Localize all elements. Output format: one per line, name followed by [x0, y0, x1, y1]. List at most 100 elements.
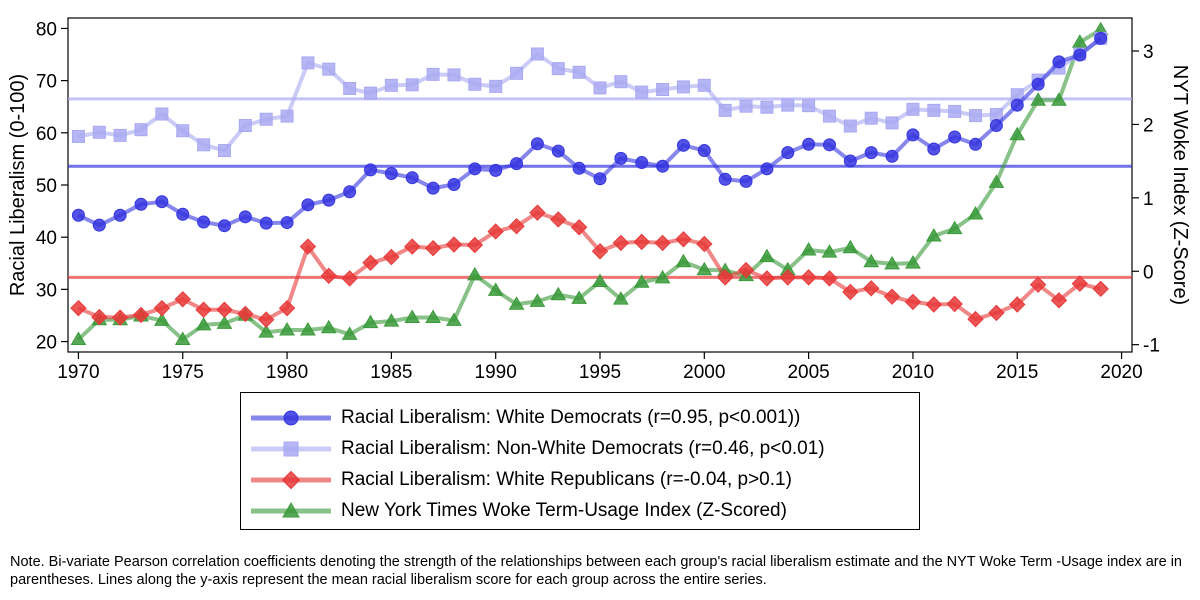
- data-point-2: [758, 270, 776, 287]
- data-point-3: [967, 206, 984, 220]
- data-point-1: [468, 77, 482, 91]
- data-point-2: [737, 261, 755, 279]
- y-tick-label: 50: [36, 176, 57, 197]
- x-tick-label: 1990: [475, 362, 517, 383]
- data-point-1: [530, 47, 544, 61]
- data-point-3: [404, 309, 421, 323]
- legend-swatch-marker: [283, 441, 299, 457]
- data-point-1: [155, 107, 169, 121]
- data-point-2: [195, 301, 212, 318]
- data-point-2: [696, 235, 713, 253]
- data-point-2: [508, 218, 525, 235]
- y-tick-label: 60: [36, 124, 57, 145]
- legend-swatch-nyt-woke-index: [251, 501, 331, 518]
- data-point-2: [612, 234, 630, 252]
- data-point-2: [1071, 275, 1089, 292]
- data-point-0: [468, 162, 482, 176]
- data-point-0: [238, 210, 252, 224]
- data-point-0: [259, 216, 273, 230]
- x-tick-label: 1975: [162, 362, 204, 383]
- data-point-3: [1009, 126, 1026, 141]
- data-point-0: [489, 163, 503, 177]
- data-point-2: [842, 283, 859, 301]
- data-point-1: [906, 102, 920, 116]
- data-point-1: [760, 100, 774, 114]
- data-point-2: [362, 254, 379, 271]
- y2-axis-label: NYT Woke Index (Z-Score): [1169, 65, 1191, 305]
- data-point-2: [153, 299, 171, 317]
- data-point-3: [759, 248, 775, 263]
- data-point-2: [91, 308, 108, 326]
- data-point-0: [676, 138, 690, 152]
- data-point-1: [280, 109, 294, 123]
- data-point-0: [510, 157, 524, 171]
- data-point-3: [1051, 92, 1067, 106]
- data-point-2: [550, 211, 567, 228]
- data-point-2: [278, 299, 296, 317]
- data-point-0: [718, 172, 732, 186]
- data-point-3: [925, 228, 942, 242]
- data-point-0: [71, 208, 85, 222]
- data-point-1: [969, 109, 983, 123]
- data-point-3: [612, 291, 629, 305]
- data-point-0: [92, 218, 106, 232]
- data-point-1: [301, 56, 315, 70]
- y2-tick-label: 0: [1143, 262, 1154, 283]
- data-point-3: [800, 241, 817, 256]
- data-point-2: [1029, 276, 1047, 293]
- data-point-0: [948, 130, 962, 144]
- data-point-1: [781, 98, 795, 112]
- data-point-0: [802, 137, 816, 151]
- y-tick-label: 20: [36, 333, 57, 354]
- footnote: Note. Bi-variate Pearson correlation coe…: [10, 554, 1182, 588]
- data-point-0: [1010, 98, 1024, 112]
- data-point-0: [843, 154, 857, 168]
- data-point-2: [591, 243, 609, 260]
- data-point-2: [904, 293, 922, 311]
- data-point-0: [405, 171, 419, 185]
- data-point-1: [510, 66, 524, 80]
- data-point-0: [447, 177, 461, 191]
- data-point-0: [176, 207, 190, 221]
- data-point-3: [216, 315, 233, 329]
- data-point-3: [529, 293, 546, 307]
- data-point-0: [989, 119, 1003, 133]
- x-tick-label: 2005: [787, 362, 829, 383]
- series-line-1: [78, 36, 1102, 153]
- data-point-0: [155, 195, 169, 209]
- data-point-0: [384, 167, 398, 181]
- data-point-3: [508, 296, 525, 310]
- data-point-2: [132, 306, 150, 324]
- data-point-2: [341, 270, 358, 287]
- data-point-2: [967, 310, 984, 328]
- data-point-2: [883, 288, 901, 305]
- data-point-3: [341, 326, 358, 340]
- data-point-1: [426, 67, 440, 81]
- data-point-0: [217, 219, 231, 233]
- x-tick-label: 1985: [370, 362, 412, 383]
- data-point-0: [906, 128, 920, 142]
- data-point-1: [134, 123, 148, 137]
- data-point-2: [237, 305, 254, 323]
- data-point-0: [572, 161, 586, 175]
- data-point-1: [593, 81, 607, 95]
- y2-tick-label: 3: [1143, 42, 1154, 63]
- data-point-3: [571, 290, 588, 304]
- x-tick-label: 2015: [996, 362, 1038, 383]
- data-point-2: [633, 233, 650, 251]
- data-point-0: [864, 146, 878, 160]
- data-point-3: [466, 266, 483, 281]
- x-tick-label: 1980: [266, 362, 308, 383]
- data-point-2: [404, 238, 421, 255]
- data-point-1: [635, 85, 649, 99]
- data-point-2: [466, 236, 484, 254]
- data-point-0: [593, 172, 607, 186]
- data-point-2: [863, 280, 880, 297]
- data-point-3: [70, 331, 87, 346]
- data-point-0: [364, 163, 378, 177]
- data-point-0: [1031, 77, 1045, 91]
- data-point-2: [487, 223, 504, 240]
- series-1: [71, 31, 1108, 158]
- data-point-0: [1073, 48, 1087, 62]
- data-point-1: [92, 125, 106, 139]
